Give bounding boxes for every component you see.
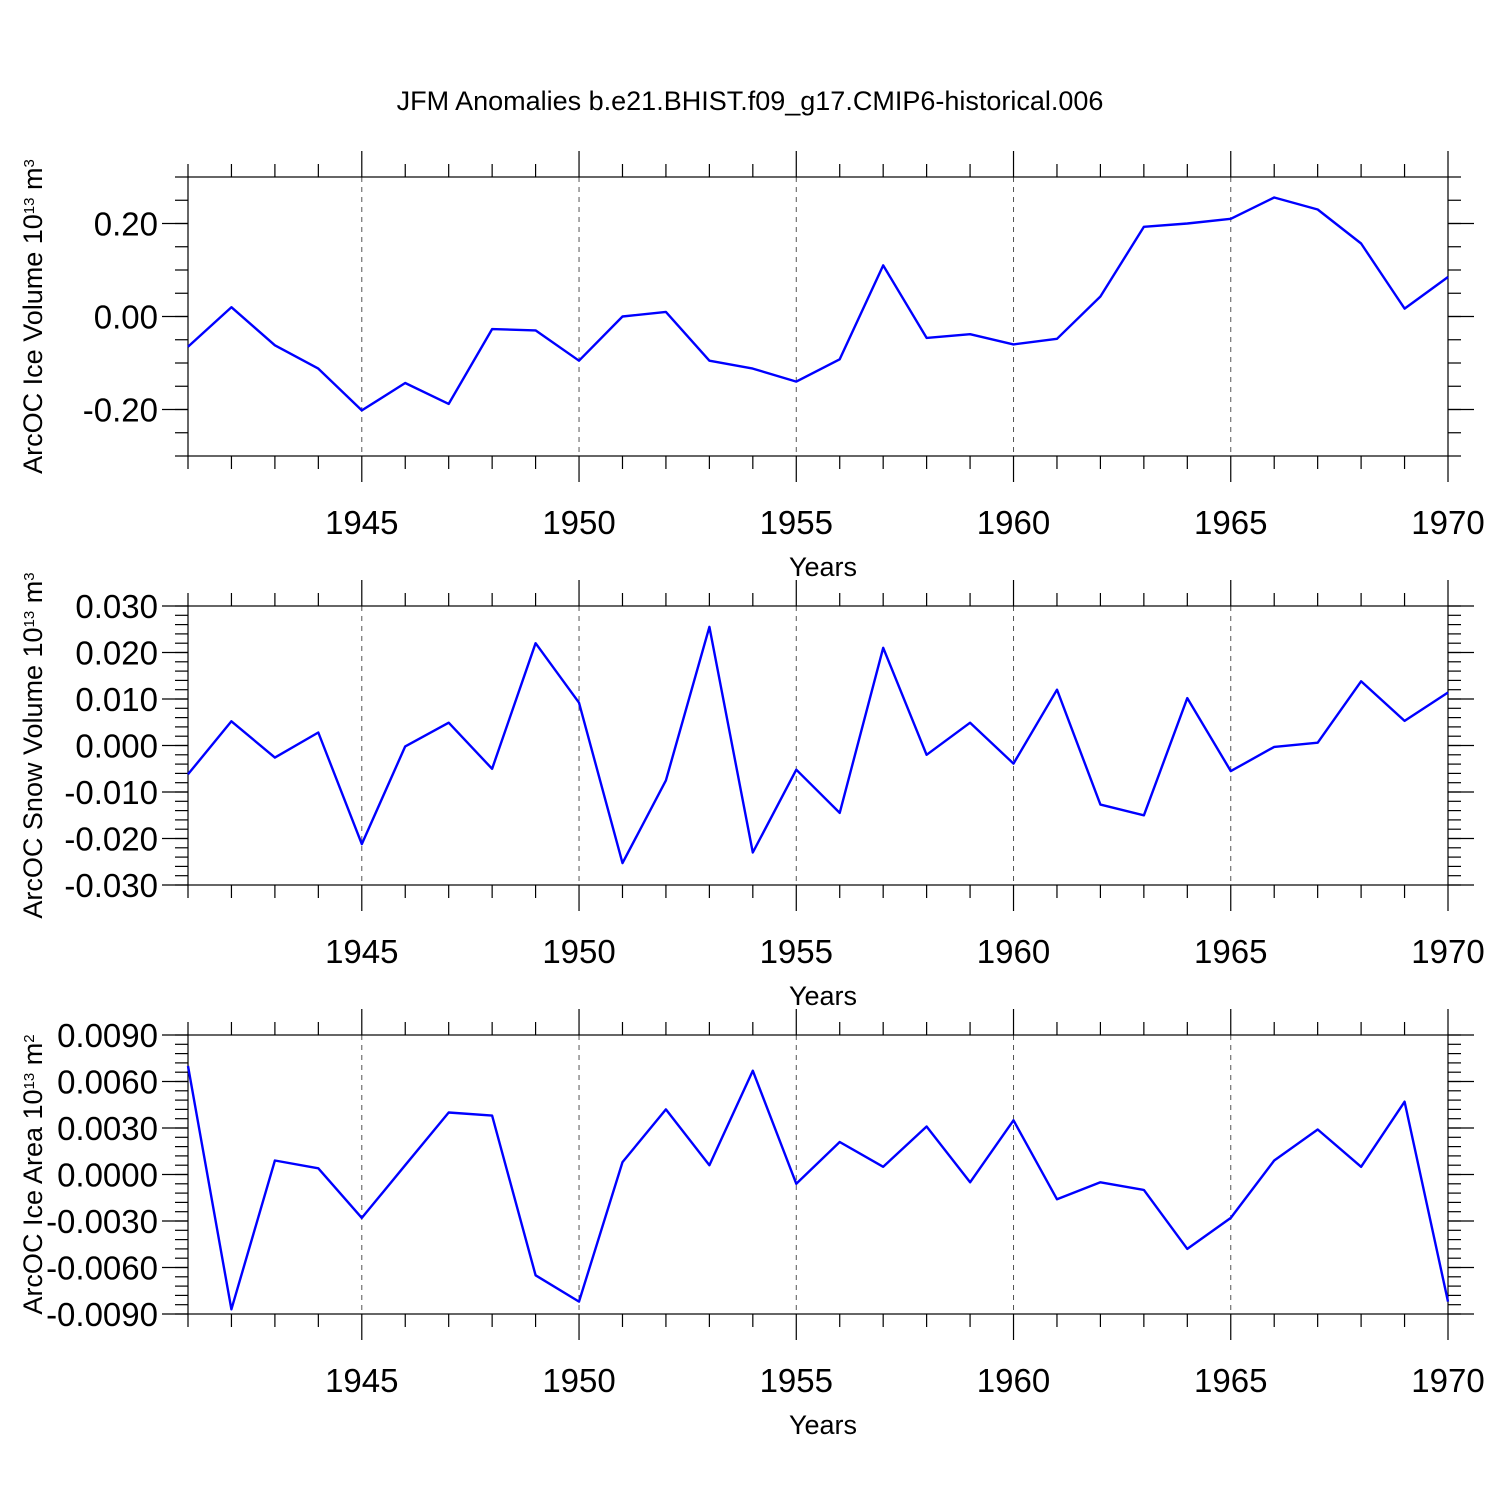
y-tick-label: 0.020 bbox=[75, 635, 158, 672]
x-tick-label: 1960 bbox=[977, 504, 1050, 541]
x-tick-label: 1955 bbox=[760, 1362, 833, 1399]
y-tick-label: -0.030 bbox=[64, 867, 158, 904]
y-axis-label: ArcOC Snow Volume 1013 m3 bbox=[18, 572, 48, 918]
x-tick-label: 1950 bbox=[542, 1362, 615, 1399]
x-tick-label: 1955 bbox=[760, 504, 833, 541]
plot-frame bbox=[187, 605, 1449, 886]
x-tick-label: 1950 bbox=[542, 933, 615, 970]
x-tick-label: 1960 bbox=[977, 933, 1050, 970]
x-tick-label: 1970 bbox=[1411, 933, 1484, 970]
plot-frame bbox=[187, 176, 1449, 457]
y-tick-label: 0.030 bbox=[75, 588, 158, 625]
x-tick-label: 1955 bbox=[760, 933, 833, 970]
x-tick-label: 1970 bbox=[1411, 1362, 1484, 1399]
y-tick-label: 0.0000 bbox=[57, 1157, 158, 1194]
y-tick-label: 0.000 bbox=[75, 728, 158, 765]
y-tick-label: -0.0090 bbox=[46, 1296, 158, 1333]
y-tick-label: 0.010 bbox=[75, 681, 158, 718]
y-tick-label: -0.020 bbox=[64, 821, 158, 858]
x-axis-label: Years bbox=[789, 981, 857, 1011]
panel-3: 1945 1950 1955 1960 1965 1970 -0.0090 -0.0060 -0… bbox=[18, 1009, 1485, 1440]
y-tick-label: 0.0060 bbox=[57, 1064, 158, 1101]
x-tick-label: 1965 bbox=[1194, 933, 1267, 970]
figure-title: JFM Anomalies b.e21.BHIST.f09_g17.CMIP6-… bbox=[397, 86, 1104, 116]
y-tick-label: 0.0090 bbox=[57, 1017, 158, 1054]
y-tick-label: 0.20 bbox=[94, 206, 158, 243]
series-line-1 bbox=[187, 625, 1449, 865]
y-tick-label: -0.0030 bbox=[46, 1203, 158, 1240]
y-tick-label: 0.0030 bbox=[57, 1110, 158, 1147]
x-tick-label: 1950 bbox=[542, 504, 615, 541]
panel-2: 1945 1950 1955 1960 1965 1970 -0.030 -0.020 -0.0… bbox=[18, 572, 1485, 1011]
chart-panels: 1945 1950 1955 1960 1965 1970 -0.20 0.00 0.20 Yea… bbox=[18, 151, 1485, 1440]
y-tick-label: 0.00 bbox=[94, 299, 158, 336]
x-tick-label: 1970 bbox=[1411, 504, 1484, 541]
y-axis-label: ArcOC Ice Area 1013 m2 bbox=[18, 1034, 48, 1314]
plot-frame bbox=[187, 1034, 1449, 1315]
x-axis-label: Years bbox=[789, 552, 857, 582]
y-axis-label: ArcOC Ice Volume 1013 m3 bbox=[18, 159, 48, 474]
y-tick-label: -0.20 bbox=[83, 392, 158, 429]
panel-1: 1945 1950 1955 1960 1965 1970 -0.20 0.00 0.20 Yea… bbox=[18, 151, 1485, 582]
x-tick-label: 1945 bbox=[325, 933, 398, 970]
series-line-1 bbox=[186, 1065, 1450, 1311]
x-tick-label: 1945 bbox=[325, 504, 398, 541]
x-tick-label: 1945 bbox=[325, 1362, 398, 1399]
y-tick-label: -0.0060 bbox=[46, 1250, 158, 1287]
x-tick-label: 1965 bbox=[1194, 1362, 1267, 1399]
y-tick-label: -0.010 bbox=[64, 774, 158, 811]
x-tick-label: 1960 bbox=[977, 1362, 1050, 1399]
x-tick-label: 1965 bbox=[1194, 504, 1267, 541]
series-line-1 bbox=[187, 196, 1449, 412]
x-axis-label: Years bbox=[789, 1410, 857, 1440]
